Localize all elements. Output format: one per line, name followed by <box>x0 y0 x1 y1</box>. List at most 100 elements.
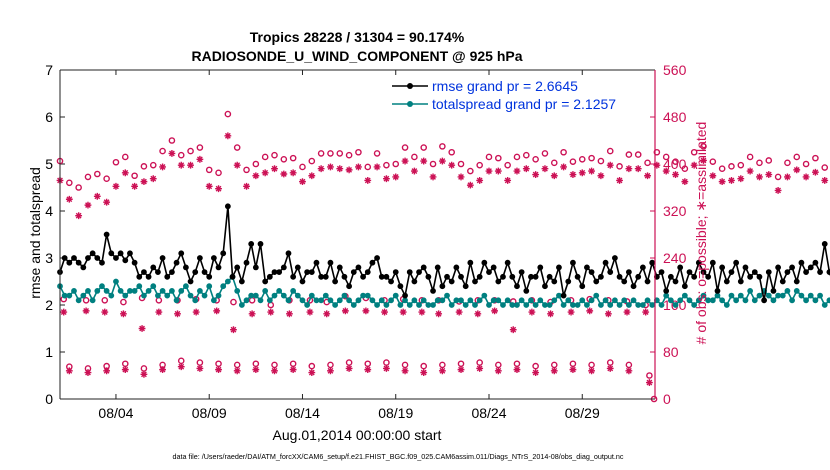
obs-possible-point <box>802 160 810 168</box>
totalspread-series-point <box>784 288 791 294</box>
rmse-series-point <box>71 255 77 261</box>
obs-assimilated-point <box>802 173 810 181</box>
assimilated-mid-point <box>267 308 275 316</box>
assimilated-mid-point <box>399 308 407 316</box>
rmse-series-point <box>266 273 273 280</box>
x-tick-label: 08/19 <box>378 405 413 421</box>
assimilated-low-point <box>65 367 73 375</box>
y-axis-left-label: rmse and totalspread <box>27 167 43 299</box>
totalspread-series-point <box>224 278 231 285</box>
obs-possible-point <box>224 110 232 118</box>
rmse-series-point <box>425 273 432 280</box>
obs-possible-point <box>187 147 194 155</box>
assimilated-low-point <box>476 365 484 372</box>
obs-assimilated-point <box>271 165 278 173</box>
assimilated-low-point <box>327 367 334 375</box>
obs-assimilated-point <box>438 157 446 165</box>
rmse-series-point <box>695 259 702 266</box>
totalspread-series-point <box>336 297 343 304</box>
totalspread-series-point <box>444 292 450 299</box>
rmse-series-point <box>742 264 749 271</box>
assimilated-low-point <box>532 369 540 376</box>
totalspread-series-point <box>183 283 189 290</box>
rmse-series-point <box>159 255 166 261</box>
totalspread-series-point <box>518 297 525 304</box>
rmse-series-point <box>374 255 380 261</box>
assimilated-mid-point <box>101 308 109 316</box>
y-left-tick-label: 6 <box>45 109 53 125</box>
obs-possible-point <box>467 167 474 175</box>
totalspread-series-point <box>85 288 91 294</box>
totalspread-series-point <box>299 297 306 304</box>
rmse-series-point <box>448 278 455 285</box>
assimilated-low-point <box>588 367 595 375</box>
obs-assimilated-point <box>168 150 176 157</box>
totalspread-series-point <box>793 288 800 294</box>
totalspread-series-point <box>560 302 567 308</box>
obs-assimilated-point <box>410 167 418 175</box>
rmse-series-point <box>798 259 805 266</box>
rmse-series-point <box>406 269 413 276</box>
rmse-series-point <box>299 278 306 285</box>
assimilated-low-point <box>103 367 111 375</box>
totalspread-series-point <box>285 297 292 304</box>
obs-assimilated-point <box>215 185 222 193</box>
obs-possible-point <box>383 161 390 169</box>
obs-possible-point <box>271 151 278 159</box>
assimilated-low-point <box>420 369 428 376</box>
totalspread-series-point <box>145 288 152 294</box>
totalspread-series-point <box>779 292 786 299</box>
obs-possible-point <box>336 150 344 157</box>
totalspread-series-point <box>775 292 782 299</box>
obs-assimilated-point <box>513 167 521 175</box>
totalspread-series-point <box>509 302 516 308</box>
obs-assimilated-point <box>634 165 642 173</box>
rmse-series-point <box>486 269 492 276</box>
obs-possible-point <box>355 148 362 156</box>
rmse-series-point <box>667 273 674 280</box>
obs-assimilated-point <box>355 163 362 171</box>
totalspread-series-point <box>397 302 404 308</box>
rmse-series-point <box>472 278 478 285</box>
obs-assimilated-point <box>289 169 297 177</box>
totalspread-series-point <box>99 283 105 290</box>
obs-assimilated-point <box>504 177 512 184</box>
rmse-series-point <box>327 259 334 266</box>
totalspread-series-point <box>332 302 339 308</box>
obs-possible-point <box>94 170 101 178</box>
assimilated-low-point <box>494 367 502 375</box>
rmse-series-point <box>196 255 203 261</box>
rmse-series-point <box>775 264 782 271</box>
obs-assimilated-point <box>196 155 204 163</box>
y-left-tick-label: 2 <box>45 297 53 313</box>
rmse-series-point <box>383 273 390 280</box>
x-tick-label: 08/24 <box>471 405 506 421</box>
rmse-series-point <box>318 273 325 280</box>
obs-assimilated-point <box>149 175 157 183</box>
rmse-series-point <box>812 259 819 266</box>
rmse-series-point <box>229 273 236 280</box>
obs-possible-point <box>681 165 689 172</box>
rmse-series-point <box>94 255 101 261</box>
rmse-series-point <box>803 269 809 276</box>
obs-possible-point <box>317 150 325 157</box>
x-tick-label: 08/04 <box>98 405 133 421</box>
rmse-series-point <box>122 257 129 264</box>
totalspread-series-point <box>817 292 823 299</box>
legend-marker <box>407 83 413 89</box>
obs-possible-point <box>485 153 493 161</box>
obs-possible-point <box>653 148 661 156</box>
rmse-series-point <box>551 278 558 285</box>
totalspread-series-point <box>262 288 269 294</box>
obs-possible-point <box>476 161 483 169</box>
totalspread-series-point <box>644 297 651 304</box>
totalspread-series-point <box>798 292 805 299</box>
rmse-series-point <box>714 288 721 294</box>
rmse-series-point <box>136 273 143 280</box>
totalspread-series-point <box>542 302 548 308</box>
rmse-series-point <box>294 264 301 271</box>
totalspread-series-point <box>178 288 185 294</box>
obs-assimilated-point <box>466 181 474 189</box>
rmse-series-point <box>271 269 278 276</box>
rmse-series-point <box>779 278 786 285</box>
